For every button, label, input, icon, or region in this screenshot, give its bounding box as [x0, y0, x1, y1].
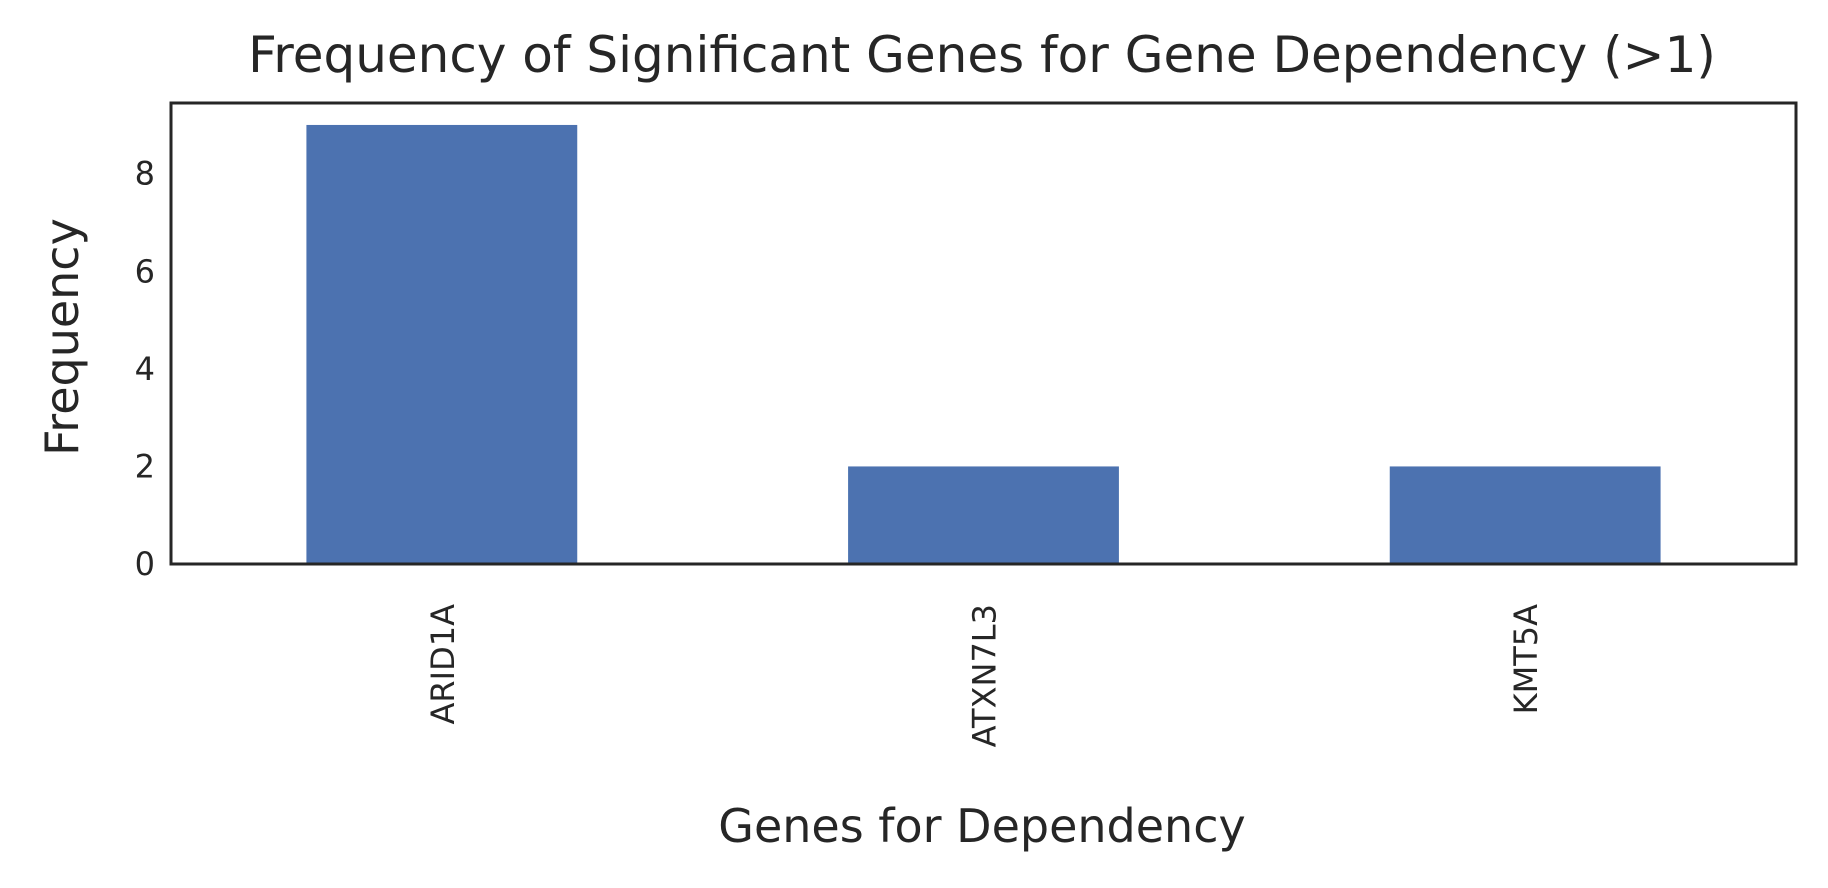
y-ticks-group: 0 2 4 6 8: [135, 155, 155, 583]
y-tick-label: 0: [135, 545, 155, 583]
y-tick-label: 2: [135, 447, 155, 485]
x-axis-label: Genes for Dependency: [718, 799, 1245, 853]
x-tick-label: ATXN7L3: [966, 604, 1004, 747]
y-axis-label: Frequency: [35, 218, 89, 456]
x-tick-label: KMT5A: [1507, 604, 1545, 715]
x-ticks-group: ARID1A ATXN7L3 KMT5A: [424, 604, 1545, 747]
y-tick-label: 4: [135, 350, 155, 388]
y-tick-label: 6: [135, 252, 155, 290]
bars-group: [306, 124, 1661, 564]
plot-frame: [169, 101, 1798, 566]
chart-title: Frequency of Significant Genes for Gene …: [248, 26, 1716, 84]
bar-arid1a: [306, 124, 578, 564]
y-tick-label: 8: [135, 155, 155, 193]
bar-atxn7l3: [848, 466, 1119, 564]
bar-kmt5a: [1389, 466, 1661, 564]
x-tick-label: ARID1A: [424, 604, 462, 725]
